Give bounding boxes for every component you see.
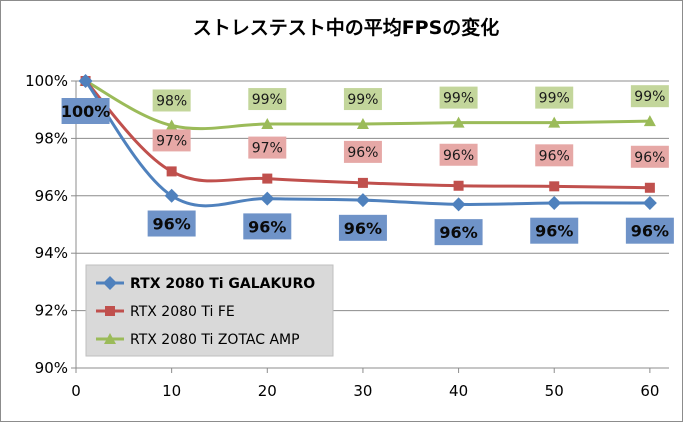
legend-marker-1 [105, 306, 115, 316]
x-tick-label: 40 [449, 382, 468, 400]
data-point-0 [451, 197, 466, 212]
data-label: 96% [535, 222, 573, 241]
y-tick-label: 98% [35, 129, 68, 147]
data-label-box [630, 145, 669, 168]
data-point-0 [642, 195, 657, 210]
y-tick-label: 92% [35, 302, 68, 320]
data-point-2 [356, 118, 369, 130]
data-point-1 [262, 173, 273, 184]
data-point-1 [357, 177, 368, 188]
data-label: 96% [634, 150, 665, 166]
data-label-box [152, 129, 191, 152]
data-label: 99% [634, 89, 665, 105]
x-tick-label: 50 [545, 382, 564, 400]
data-label-box [343, 140, 382, 163]
data-point-2 [261, 118, 274, 130]
x-tick-label: 10 [162, 382, 181, 400]
legend-entry: RTX 2080 Ti GALAKURO [130, 276, 315, 292]
data-label-box [338, 214, 387, 241]
data-label: 96% [539, 148, 570, 164]
data-label-box [147, 210, 196, 237]
data-label-box [535, 144, 574, 167]
chart-title: ストレステスト中の平均FPSの変化 [193, 16, 500, 39]
data-label: 99% [252, 92, 283, 108]
y-tick-label: 94% [35, 244, 68, 262]
data-label-box [439, 86, 478, 109]
data-label-box [625, 217, 674, 244]
data-label-box [343, 88, 382, 111]
y-tick-label: 96% [35, 187, 68, 205]
legend-entry: RTX 2080 Ti FE [130, 304, 235, 320]
data-point-0 [355, 193, 370, 208]
x-tick-label: 30 [353, 382, 372, 400]
data-label-box [434, 219, 483, 246]
data-label: 100% [61, 102, 110, 121]
data-point-1 [166, 166, 177, 177]
data-point-0 [164, 188, 179, 203]
y-tick-label: 100% [25, 72, 68, 90]
data-point-2 [643, 115, 656, 127]
data-label-box [630, 85, 669, 108]
data-point-0 [78, 74, 93, 88]
data-point-1 [453, 180, 464, 191]
x-tick-label: 0 [71, 382, 81, 400]
data-labels: 100% 96% 96% 96% 96% 96% 96% 97% 97% 96% 96% 96% 96%… [61, 85, 674, 246]
data-point-1 [644, 182, 655, 193]
data-label: 96% [248, 217, 286, 236]
y-tick-label: 90% [35, 359, 68, 377]
data-label-box [530, 217, 579, 244]
data-point-0 [260, 191, 275, 206]
data-point-1 [549, 181, 560, 192]
data-label: 99% [443, 91, 474, 107]
data-label: 96% [152, 215, 190, 234]
legend: RTX 2080 Ti GALAKURO RTX 2080 Ti FE RTX 20… [85, 264, 334, 357]
data-label: 96% [439, 223, 477, 242]
data-label: 96% [344, 219, 382, 238]
data-label: 97% [156, 133, 187, 149]
x-tick-label: 20 [258, 382, 277, 400]
data-label-box [243, 213, 292, 240]
axes: 90% 92% 94% 96% 98% 100% 0 10 20 30 40 50 60 [25, 72, 669, 400]
data-label-box [535, 86, 574, 109]
data-point-0 [547, 195, 562, 210]
legend-marker-0 [103, 276, 117, 290]
legend-box [85, 264, 334, 357]
data-point-2 [452, 116, 465, 128]
data-label: 97% [252, 141, 283, 157]
x-tick-label: 60 [640, 382, 659, 400]
legend-marker-2 [104, 333, 116, 344]
data-label: 96% [631, 222, 669, 241]
data-label: 98% [156, 93, 187, 109]
data-point-2 [165, 119, 178, 131]
data-label: 96% [347, 145, 378, 161]
data-label-box [439, 143, 478, 166]
legend-entry: RTX 2080 Ti ZOTAC AMP [130, 332, 300, 348]
data-point-2 [548, 116, 561, 128]
data-label: 96% [443, 148, 474, 164]
data-label: 99% [347, 92, 378, 108]
data-label-box [61, 98, 110, 124]
data-label: 99% [539, 91, 570, 107]
data-label-box [248, 88, 287, 111]
data-label-box [248, 136, 287, 159]
data-label-box [152, 89, 191, 112]
series [78, 74, 657, 212]
